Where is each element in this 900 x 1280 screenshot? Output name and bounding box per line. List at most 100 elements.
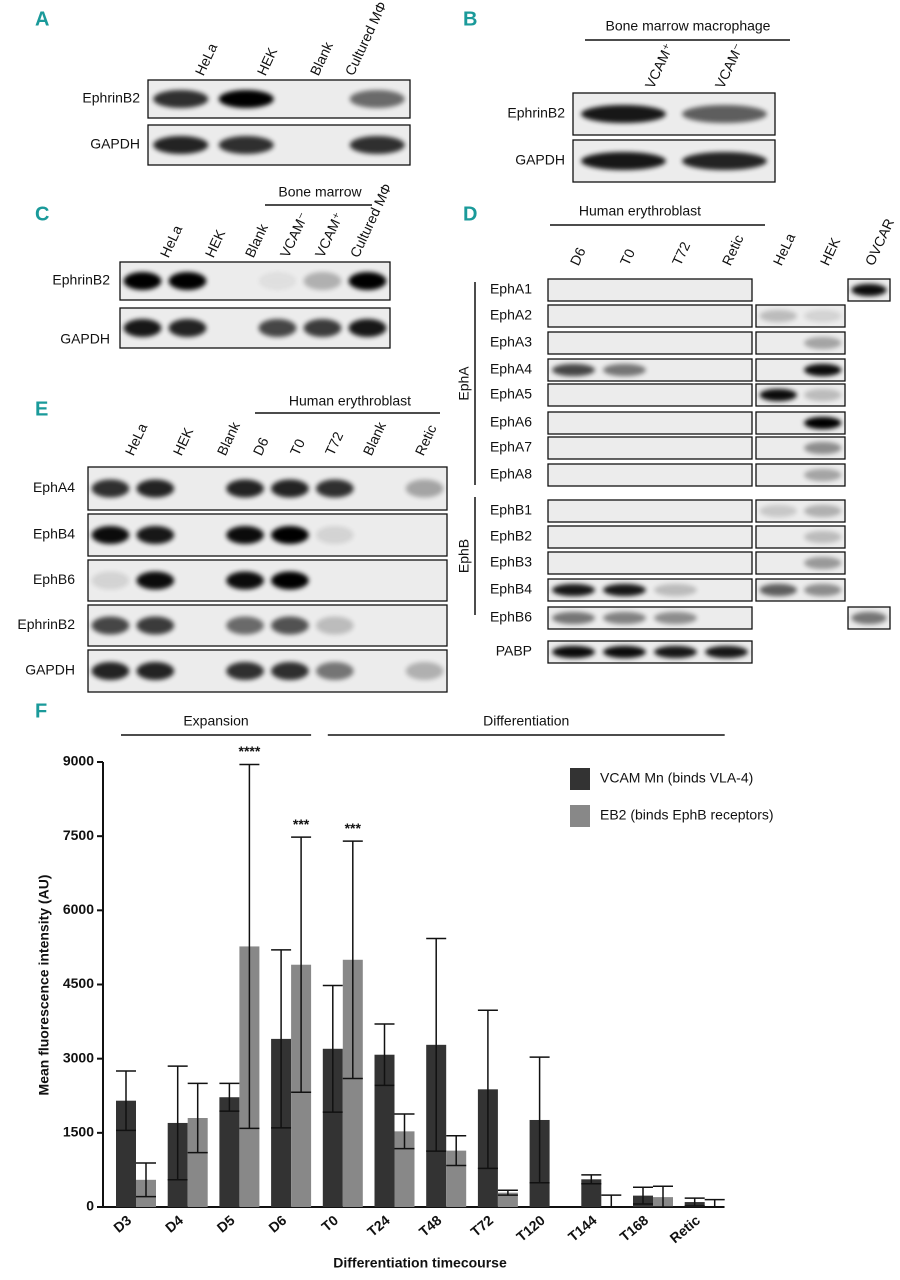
blot-band [804, 504, 842, 518]
y-tick-label: 1500 [63, 1124, 94, 1140]
blot-band [226, 616, 264, 635]
panel-letter: E [35, 398, 48, 420]
error-bar [446, 1135, 467, 1167]
bar [187, 1118, 208, 1207]
bar [394, 1131, 415, 1207]
bar [219, 1097, 240, 1207]
blot-band [759, 583, 797, 597]
error-bar [497, 1189, 518, 1196]
blot-strip [547, 463, 753, 487]
legend-swatch [570, 768, 590, 790]
blot-band [654, 583, 697, 597]
blot-strip [119, 261, 391, 301]
row-label: EphA2 [490, 307, 532, 323]
blot-band [218, 136, 274, 154]
row-label: EphB4 [33, 526, 75, 542]
x-tick-label: D4 [162, 1212, 186, 1236]
blot-band [315, 479, 354, 498]
blot-band [91, 616, 130, 635]
blot-band [581, 152, 666, 170]
row-label: EphA8 [490, 466, 532, 482]
blot-band [804, 556, 842, 570]
x-tick-label: T72 [467, 1212, 496, 1240]
blot-band [759, 388, 797, 402]
row-label: EphA5 [490, 386, 532, 402]
blot-band [91, 571, 130, 590]
lane-label: Blank [360, 418, 390, 457]
blot-strip [547, 640, 753, 664]
panel-letter: B [463, 8, 477, 30]
blot-band [348, 272, 387, 290]
family-label: EphA [456, 366, 472, 401]
blot-band [682, 105, 767, 123]
error-bar [136, 1162, 156, 1198]
lane-label: OVCAR [862, 216, 898, 268]
blot-band [654, 645, 697, 659]
error-bar [653, 1185, 673, 1208]
lane-label: HEK [817, 234, 844, 267]
blot-band [226, 479, 264, 498]
lane-label: Blank [242, 220, 272, 259]
row-label: EphB3 [490, 554, 532, 570]
lane-label: T0 [617, 246, 638, 268]
error-bar [633, 1186, 653, 1205]
row-label: EphA6 [490, 414, 532, 430]
blot-band [91, 662, 130, 680]
error-bar [601, 1194, 622, 1208]
x-tick-label: T120 [513, 1212, 548, 1245]
lane-label: D6 [567, 245, 589, 268]
lane-label: T72 [322, 429, 347, 458]
lane-label: VCAM⁻ [277, 210, 312, 260]
blot-band [405, 662, 444, 680]
x-tick-label: D6 [265, 1212, 289, 1236]
blot-strip [547, 436, 753, 460]
error-bar [529, 1056, 550, 1184]
row-label: EphB6 [33, 571, 75, 587]
y-tick-label: 0 [86, 1198, 94, 1214]
bar [497, 1192, 518, 1207]
error-bar [581, 1174, 602, 1185]
error-bar [704, 1198, 725, 1208]
row-label: EphA4 [490, 361, 532, 377]
panel-letter: A [35, 8, 49, 30]
bar [116, 1100, 136, 1207]
lane-label: Blank [307, 38, 337, 77]
blot-band [271, 571, 309, 590]
blot-band [315, 526, 354, 544]
row-label: EphrinB2 [507, 105, 565, 121]
lane-label: HEK [254, 44, 281, 77]
blot-band [603, 363, 646, 377]
blot-band [123, 319, 162, 337]
blot-band [552, 645, 595, 659]
blot-band [851, 283, 887, 297]
x-axis-title: Differentiation timecourse [333, 1255, 507, 1271]
row-label: EphB2 [490, 528, 532, 544]
row-label: EphrinB2 [17, 616, 75, 632]
row-label: GAPDH [90, 136, 140, 152]
blot-band [654, 611, 697, 625]
blot-band [153, 90, 209, 108]
lane-label: Retic [412, 422, 440, 458]
blot-strip [119, 307, 391, 349]
x-tick-label: T0 [318, 1212, 341, 1235]
lane-label: D6 [250, 435, 272, 458]
lane-label: HEK [170, 424, 197, 457]
blot-band [303, 272, 342, 290]
blot-band [258, 319, 297, 337]
blot-band [218, 90, 274, 108]
blot-band [804, 336, 842, 350]
blot-band [682, 152, 767, 170]
y-tick-label: 4500 [63, 975, 94, 991]
blot-band [303, 319, 342, 337]
blot-band [153, 136, 209, 154]
lane-label: HeLa [192, 41, 221, 78]
group-label: Bone marrow macrophage [606, 18, 771, 34]
x-tick-label: Retic [666, 1212, 703, 1246]
blot-band [123, 272, 162, 290]
blot-band [136, 616, 175, 635]
error-bar [374, 1023, 395, 1087]
row-label: EphB1 [490, 502, 532, 518]
y-tick-label: 6000 [63, 901, 94, 917]
blot-band [851, 611, 887, 625]
row-label: GAPDH [25, 662, 75, 678]
